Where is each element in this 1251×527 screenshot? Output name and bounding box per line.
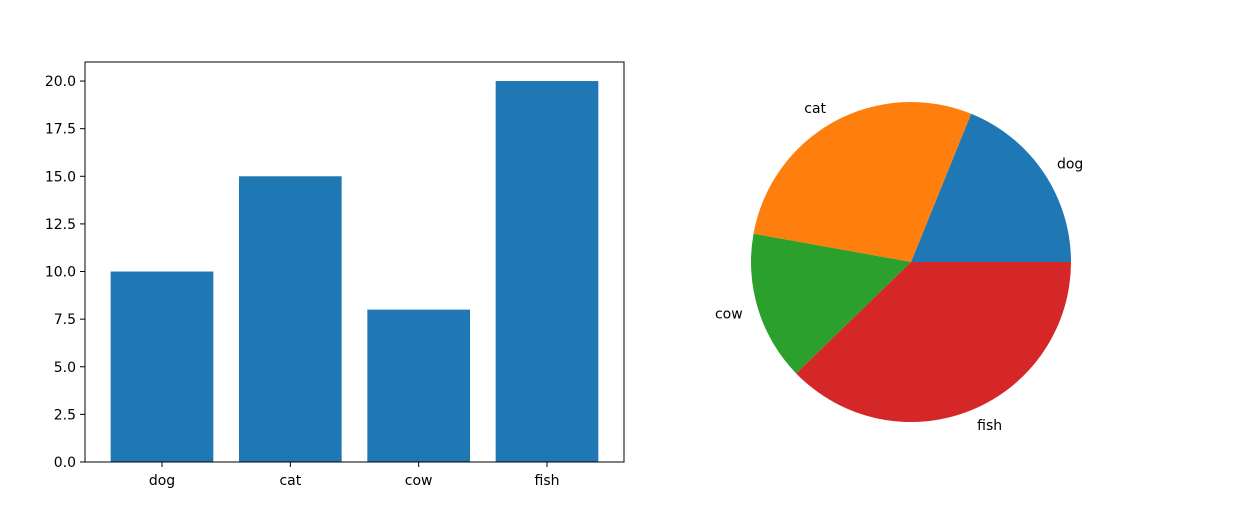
bar-fish (495, 81, 599, 463)
x-tick-label: cat (279, 473, 301, 489)
y-tick-label: 7.5 (54, 312, 76, 328)
pie-slice-cat (753, 102, 972, 263)
bar-axes-frame (84, 61, 625, 463)
x-tick-label: dog (149, 473, 175, 489)
pie-slice-cow (751, 233, 911, 374)
bar-chart: 0.0 2.5 5.0 7.5 10.0 12.5 15.0 17.5 20.0 dog cat co… (45, 61, 625, 489)
y-tick-label: 0.0 (54, 455, 76, 471)
y-tick-label: 17.5 (45, 122, 76, 138)
y-tick-label: 20.0 (45, 74, 76, 90)
pie-label-cow: cow (715, 306, 743, 322)
pie-label-fish: fish (977, 418, 1002, 434)
pie-slice-dog (911, 113, 1071, 262)
y-tick-label: 5.0 (54, 360, 76, 376)
y-tick-label: 10.0 (45, 265, 76, 281)
x-tick-label: cow (405, 473, 433, 489)
bar-dog (110, 271, 214, 462)
pie-label-dog: dog (1057, 157, 1083, 173)
y-tick-label: 2.5 (54, 407, 76, 423)
pie-chart: dog cat cow fish (715, 101, 1083, 434)
pie-slice-fish (796, 262, 1071, 422)
bar-cat (239, 176, 342, 463)
bar-cow (367, 309, 470, 462)
x-tick-label: fish (535, 473, 560, 489)
pie-label-cat: cat (804, 101, 826, 117)
y-tick-label: 12.5 (45, 217, 76, 233)
y-tick-label: 15.0 (45, 169, 76, 185)
